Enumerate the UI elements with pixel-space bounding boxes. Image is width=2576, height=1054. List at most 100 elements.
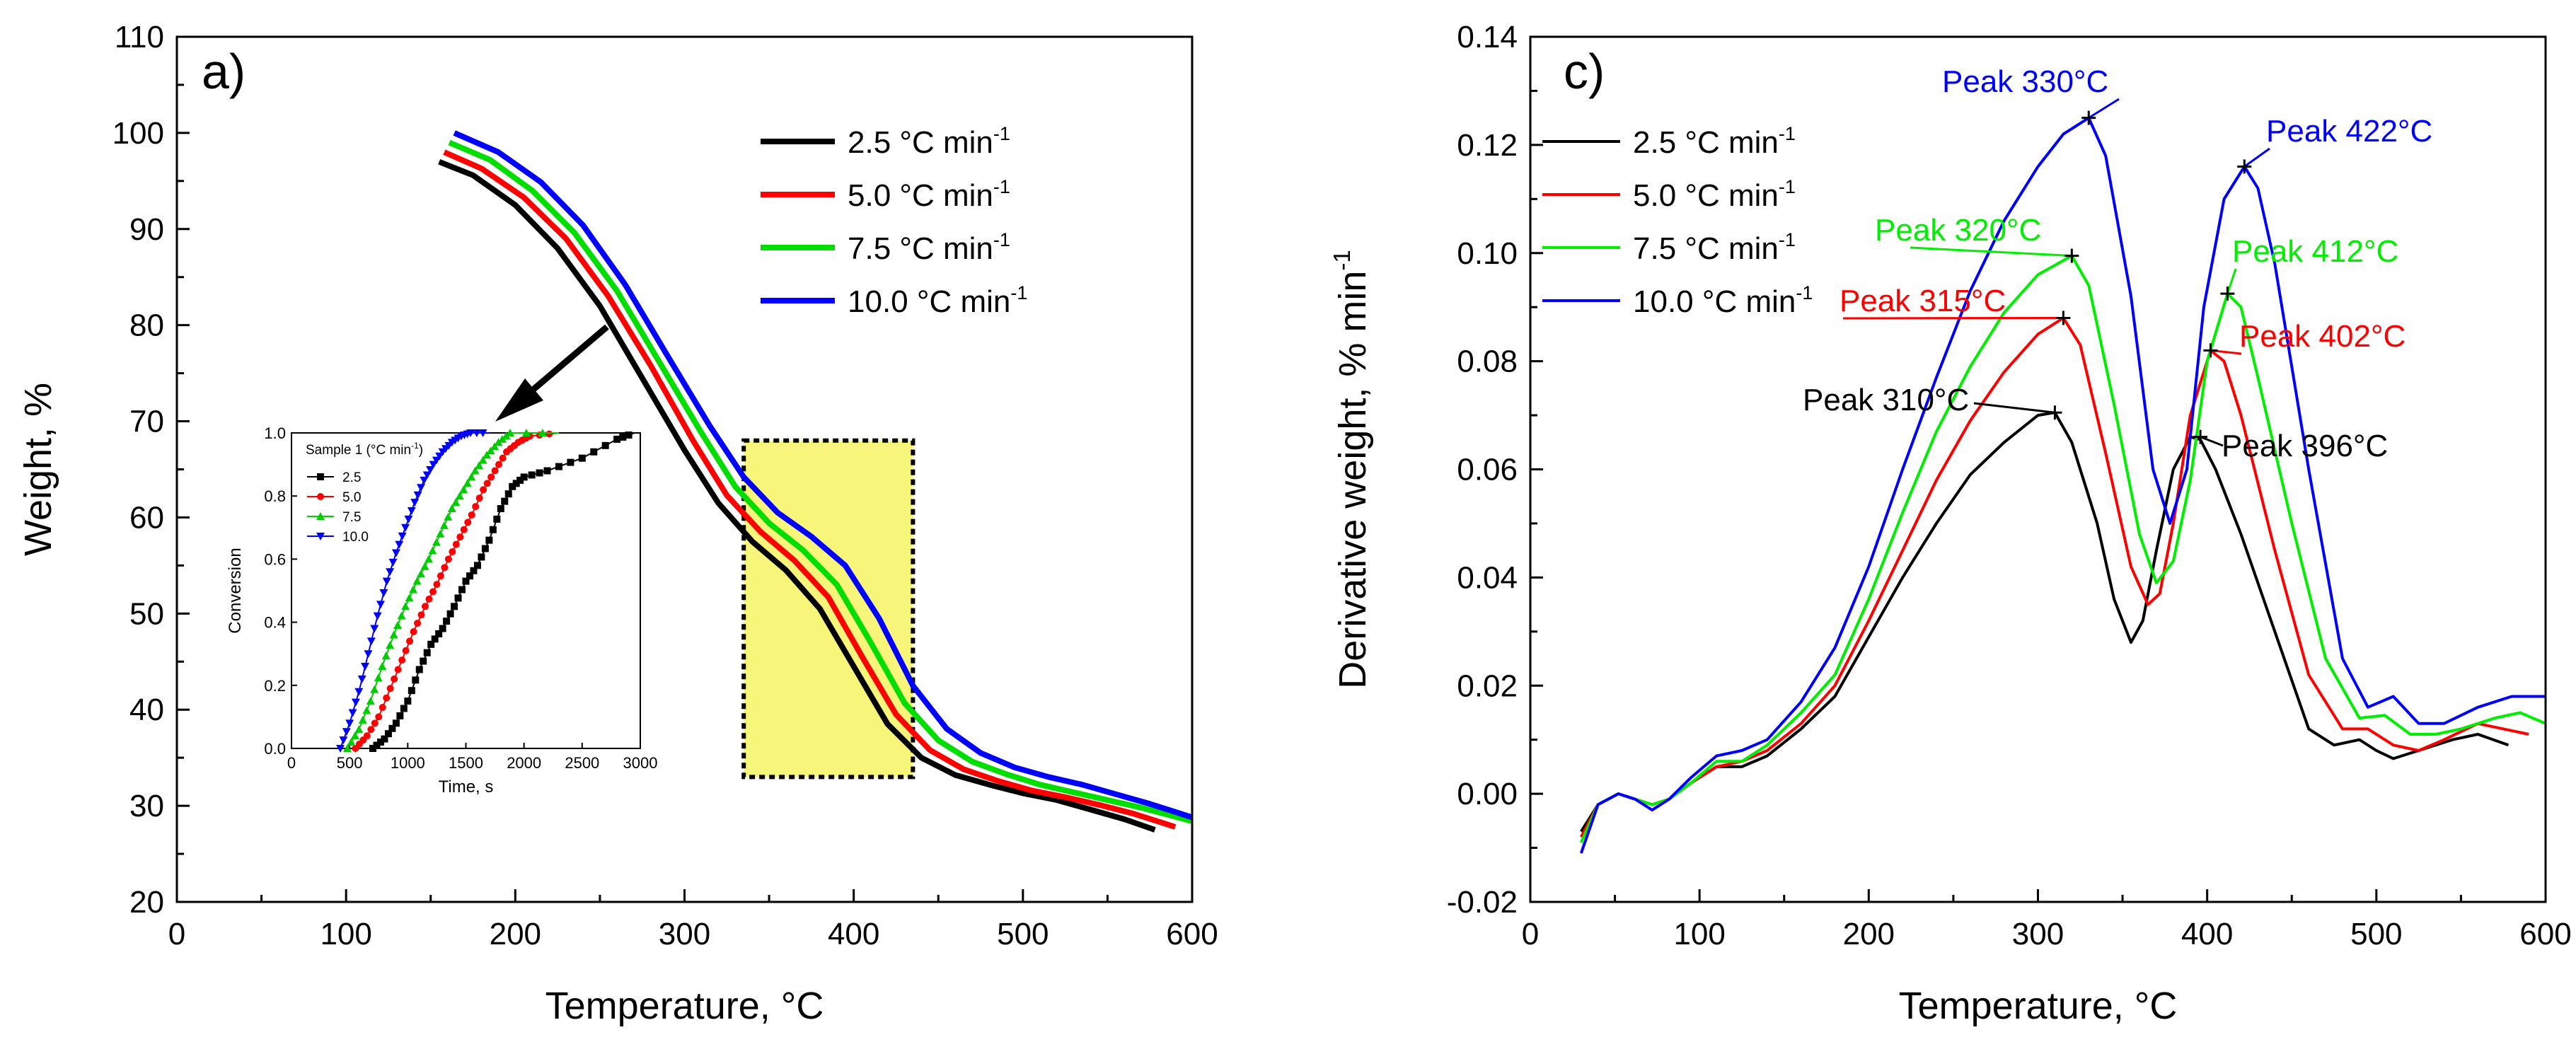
inset-y-tick-label: 0.8 xyxy=(264,487,286,505)
inset-point xyxy=(391,549,400,557)
y-tick-label: 60 xyxy=(129,500,164,535)
inset-point xyxy=(366,637,376,646)
inset-point xyxy=(426,466,435,475)
inset-point xyxy=(509,482,516,490)
inset-point xyxy=(456,533,464,541)
inset-point xyxy=(345,719,354,728)
inset-point xyxy=(501,497,509,505)
inset-point xyxy=(412,577,422,585)
inset-point xyxy=(401,523,410,532)
inset-point xyxy=(396,712,404,719)
legend-label: 5.0 °C min-1 xyxy=(1633,176,1796,213)
inset-point xyxy=(429,461,438,469)
inset-point xyxy=(475,494,483,502)
inset-point xyxy=(502,432,511,440)
inset-point xyxy=(555,463,562,470)
inset-point xyxy=(512,480,520,487)
inset-point xyxy=(417,611,425,619)
inset-point xyxy=(384,730,392,738)
inset-point xyxy=(473,562,481,569)
peak-label: Peak 402°C xyxy=(2239,319,2405,354)
inset-point xyxy=(410,499,420,507)
inset-point xyxy=(504,490,512,498)
x-tick-label: 500 xyxy=(2350,917,2402,951)
inset-point xyxy=(494,438,503,446)
inset-point xyxy=(358,715,367,724)
inset-point xyxy=(381,735,388,743)
x-tick-label: 300 xyxy=(659,917,710,951)
inset-point xyxy=(466,572,473,580)
inset-point xyxy=(398,532,407,540)
inset-point xyxy=(439,625,446,632)
inset-point xyxy=(379,704,386,712)
inset-point xyxy=(613,435,621,443)
inset-point xyxy=(348,709,357,717)
inset-point xyxy=(347,738,356,746)
legend-label: 10.0 °C min-1 xyxy=(848,282,1027,319)
inset-y-tick-label: 0.6 xyxy=(264,550,286,568)
panel-label: c) xyxy=(1564,44,1605,99)
inset-y-label: Conversion xyxy=(226,548,245,633)
y-tick-label: 40 xyxy=(129,693,164,727)
y-tick-label: 70 xyxy=(129,405,164,439)
inset-point xyxy=(406,637,414,645)
inset-point xyxy=(452,540,460,548)
inset-point xyxy=(393,621,403,630)
inset-point xyxy=(397,611,406,620)
y-tick-label: 90 xyxy=(129,212,164,247)
inset-point xyxy=(354,688,364,696)
inset-point xyxy=(386,685,394,693)
series-line-c-2.5 xyxy=(1580,411,2509,833)
inset-point xyxy=(376,601,385,609)
x-tick-label: 0 xyxy=(168,917,185,951)
peak-leader xyxy=(1973,402,2055,414)
inset-point xyxy=(416,569,425,578)
series-line-7.5 xyxy=(448,139,1194,824)
y-tick-label: 0.10 xyxy=(1457,236,1518,271)
inset-point xyxy=(427,640,435,648)
inset-point xyxy=(433,581,441,589)
inset-point xyxy=(364,650,373,659)
inset-legend-label: 10.0 xyxy=(342,530,369,545)
y-axis-label: Weight, % xyxy=(17,383,59,556)
inset-point xyxy=(463,479,472,487)
inset-point xyxy=(458,586,466,593)
inset-point xyxy=(435,630,443,637)
inset-point xyxy=(383,694,391,702)
inset-point xyxy=(378,662,387,671)
series-line-2.5 xyxy=(438,158,1156,833)
series-line-10.0 xyxy=(453,130,1194,821)
inset-point xyxy=(446,610,454,618)
inset-point xyxy=(316,533,325,540)
inset-point xyxy=(414,620,422,627)
inset-point xyxy=(491,467,499,475)
inset-point xyxy=(371,719,379,727)
inset-legend-label: 7.5 xyxy=(342,510,361,525)
y-tick-label: 50 xyxy=(129,596,164,631)
inset-point xyxy=(398,656,406,664)
inset-point xyxy=(505,429,514,436)
inset-point xyxy=(545,430,553,438)
inset-point xyxy=(420,476,429,485)
inset-y-tick-label: 0.0 xyxy=(264,740,286,758)
legend-label: 7.5 °C min-1 xyxy=(848,229,1010,266)
y-tick-label: 100 xyxy=(112,116,164,151)
inset-point xyxy=(464,519,472,526)
inset-point xyxy=(429,588,437,596)
inset-point xyxy=(528,471,536,479)
inset-point xyxy=(342,744,352,752)
inset-point xyxy=(543,467,551,475)
inset-point xyxy=(443,618,451,625)
inset-y-tick-label: 1.0 xyxy=(264,424,286,442)
inset-point xyxy=(478,429,487,437)
peak-label: Peak 412°C xyxy=(2232,234,2398,269)
legend-label: 2.5 °C min-1 xyxy=(1633,123,1796,160)
inset-point xyxy=(449,548,456,555)
y-tick-label: 0.04 xyxy=(1457,560,1518,595)
x-axis-label: Temperature, °C xyxy=(1899,985,2178,1027)
inset-point xyxy=(489,526,497,533)
inset-point xyxy=(625,431,633,439)
inset-point xyxy=(567,458,574,466)
inset-point xyxy=(435,452,444,461)
x-tick-label: 600 xyxy=(2519,917,2571,951)
